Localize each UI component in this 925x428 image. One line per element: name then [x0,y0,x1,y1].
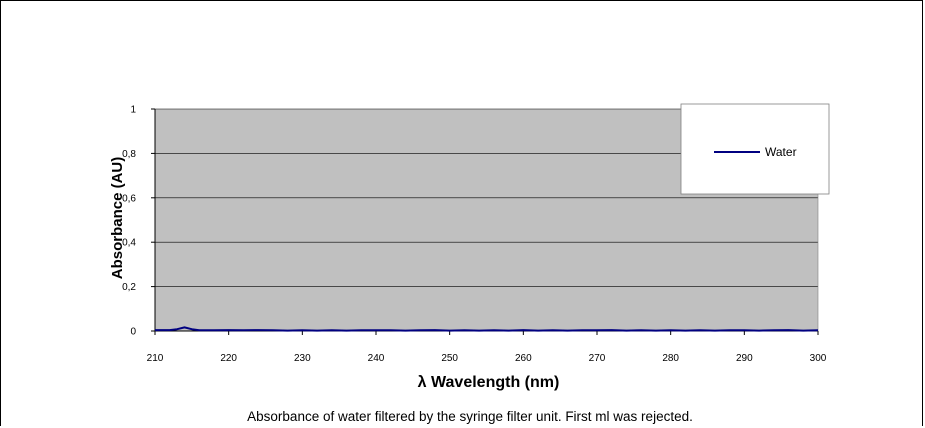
x-tick-label-9: 300 [810,353,827,364]
x-tick-label-3: 240 [368,353,385,364]
series-layer [155,326,819,332]
y-axis-title: Absorbance (AU) [109,157,126,280]
x-tick-label-4: 250 [441,353,458,364]
x-axis-title: λ Wavelength (nm) [418,374,560,391]
y-tick-label-1: 0,2 [122,282,136,293]
y-tick-label-4: 0,8 [122,149,136,160]
chart-caption: Absorbance of water filtered by the syri… [247,409,693,424]
x-tick-labels: 210 220 230 240 250 260 270 280 290 300 [147,353,827,364]
y-tick-label-3: 0,6 [122,193,136,204]
x-tick-label-6: 270 [589,353,606,364]
x-tick-label-2: 230 [294,353,311,364]
series-line-water [155,326,819,332]
legend: Water [680,103,830,195]
legend-label-water: Water [765,145,797,159]
x-tick-label-7: 280 [662,353,679,364]
y-tick-label-5: 1 [130,105,136,116]
x-tick-label-8: 290 [736,353,753,364]
x-tick-label-1: 220 [220,353,237,364]
y-tick-labels: 0 0,2 0,4 0,6 0,8 1 [122,105,136,338]
y-tick-label-2: 0,4 [122,238,136,249]
legend-box [680,103,830,195]
x-tick-label-0: 210 [147,353,164,364]
y-tick-label-0: 0 [130,327,136,338]
x-tick-label-5: 260 [515,353,532,364]
